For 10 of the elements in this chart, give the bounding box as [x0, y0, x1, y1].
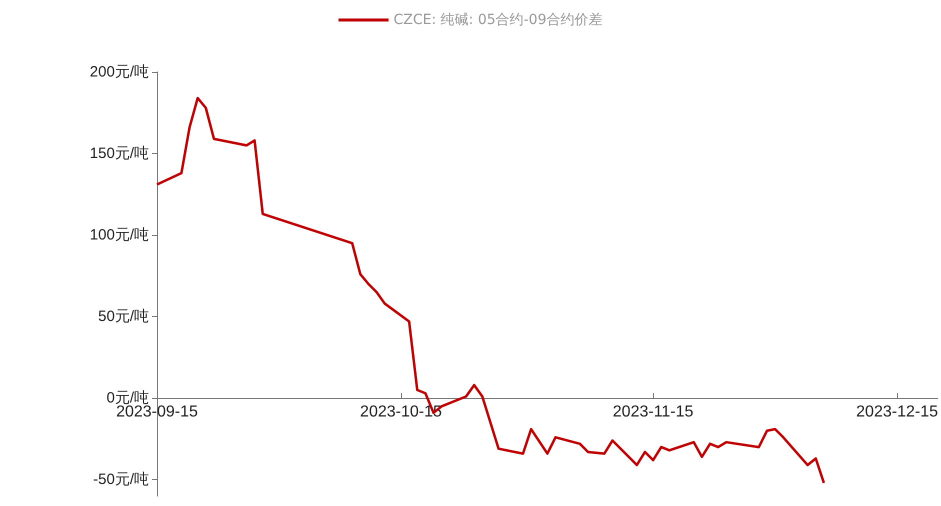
x-tick-label: 2023-10-15 [360, 404, 442, 421]
x-tick-label: 2023-11-15 [612, 404, 694, 421]
y-tick-label: 0元/吨 [106, 390, 149, 407]
legend-label: CZCE: 纯碱: 05合约-09合约价差 [394, 12, 603, 28]
y-tick-label: 50元/吨 [98, 308, 149, 326]
x-tick-label: 2023-12-15 [856, 404, 938, 421]
y-tick-label: 100元/吨 [90, 226, 149, 244]
y-tick-label: 200元/吨 [90, 64, 149, 80]
y-tick-label: 150元/吨 [90, 145, 149, 162]
y-tick-label: -50元/吨 [93, 471, 149, 488]
